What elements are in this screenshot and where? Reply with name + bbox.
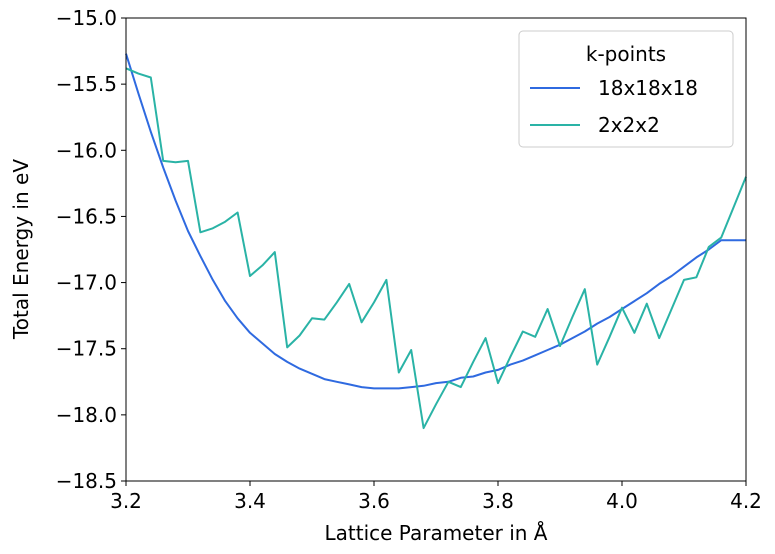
x-tick-label: 4.0 — [606, 489, 638, 513]
y-tick-label: −18.5 — [56, 469, 117, 493]
plot-area — [125, 17, 747, 482]
axes-frame — [125, 17, 747, 482]
legend-label-2x2x2: 2x2x2 — [598, 113, 660, 137]
y-tick-label: −17.0 — [56, 271, 117, 295]
y-tick-label: −16.5 — [56, 204, 117, 228]
legend-box — [518, 30, 734, 148]
x-tick-label: 3.6 — [358, 489, 390, 513]
legend: k-points 18x18x18 2x2x2 — [518, 30, 734, 148]
series-line-2x2x2 — [125, 67, 747, 430]
series-layer — [125, 53, 747, 430]
y-axis-ticks: −18.5 −18.0 −17.5 −17.0 −16.5 −16.0 −15.5 −15.0 — [56, 6, 126, 493]
y-axis-label: Total Energy in eV — [9, 159, 33, 340]
y-tick-label: −16.0 — [56, 138, 117, 162]
x-tick-label: 3.4 — [234, 489, 266, 513]
x-tick-label: 3.8 — [482, 489, 514, 513]
series-line-18x18x18 — [125, 53, 746, 390]
y-tick-label: −15.0 — [56, 6, 117, 30]
y-tick-label: −18.0 — [56, 403, 117, 427]
x-axis-label: Lattice Parameter in Å — [325, 521, 548, 545]
x-tick-label: 4.2 — [730, 489, 762, 513]
x-tick-label: 3.2 — [110, 489, 142, 513]
legend-label-18x18x18: 18x18x18 — [598, 76, 698, 100]
x-axis-ticks: 3.2 3.4 3.6 3.8 4.0 4.2 — [110, 481, 762, 513]
y-tick-label: −17.5 — [56, 337, 117, 361]
legend-title: k-points — [586, 42, 666, 66]
y-tick-label: −15.5 — [56, 72, 117, 96]
